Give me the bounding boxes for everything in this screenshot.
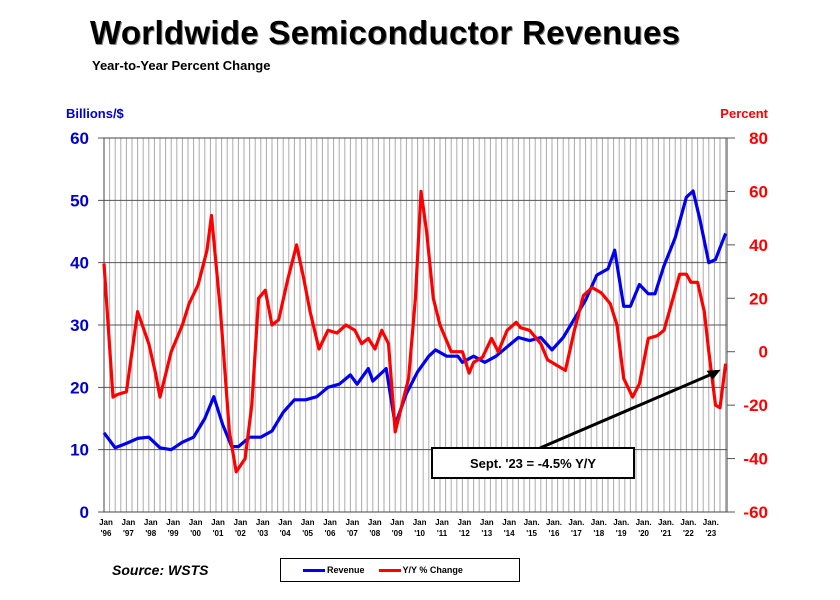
left-tick-label: 40 bbox=[70, 254, 89, 273]
right-tick-label: 80 bbox=[749, 129, 768, 148]
x-tick-label-month: Jan bbox=[122, 518, 136, 527]
left-tick-label: 20 bbox=[70, 378, 89, 397]
x-tick-label-month: Jan bbox=[480, 518, 494, 527]
annotation-arrow bbox=[539, 372, 714, 450]
x-tick-label-year: '08 bbox=[369, 529, 380, 538]
annotation-box bbox=[431, 447, 635, 479]
x-tick-label-month: Jan bbox=[99, 518, 113, 527]
x-tick-label-month: Jan bbox=[435, 518, 449, 527]
legend: Revenue Y/Y % Change bbox=[280, 558, 520, 582]
x-tick-label-year: '22 bbox=[683, 529, 694, 538]
x-tick-label-month: Jan. bbox=[680, 518, 696, 527]
x-tick-label-year: '18 bbox=[593, 529, 604, 538]
x-tick-label-year: '12 bbox=[459, 529, 470, 538]
right-tick-label: -60 bbox=[743, 503, 768, 522]
x-tick-label-month: Jan bbox=[368, 518, 382, 527]
right-axis-label: Percent bbox=[720, 106, 768, 121]
x-tick-label-year: '23 bbox=[705, 529, 716, 538]
x-tick-label-year: '05 bbox=[302, 529, 313, 538]
x-tick-label-year: '17 bbox=[571, 529, 582, 538]
x-tick-label-month: Jan bbox=[301, 518, 315, 527]
x-tick-label-year: '15 bbox=[526, 529, 537, 538]
yoy-change-line bbox=[102, 189, 728, 474]
x-tick-label-year: '13 bbox=[481, 529, 492, 538]
legend-label: Y/Y % Change bbox=[402, 565, 463, 575]
right-tick-label: 20 bbox=[749, 289, 768, 308]
left-tick-label: 50 bbox=[70, 191, 89, 210]
x-tick-label-month: Jan bbox=[166, 518, 180, 527]
x-tick-label-year: '06 bbox=[325, 529, 336, 538]
x-tick-label-month: Jan bbox=[234, 518, 248, 527]
x-tick-label-month: Jan. bbox=[524, 518, 540, 527]
x-tick-label-month: Jan bbox=[413, 518, 427, 527]
x-tick-label-year: '21 bbox=[661, 529, 672, 538]
x-tick-label-month: Jan bbox=[189, 518, 203, 527]
x-tick-label-year: '97 bbox=[123, 529, 134, 538]
revenue-line bbox=[102, 189, 728, 452]
x-tick-label-year: '04 bbox=[280, 529, 291, 538]
left-axis-label: Billions/$ bbox=[66, 106, 125, 121]
x-tick-label-year: '07 bbox=[347, 529, 358, 538]
x-tick-label-year: '20 bbox=[638, 529, 649, 538]
legend-item-yoy: Y/Y % Change bbox=[378, 565, 463, 575]
legend-swatch bbox=[378, 568, 401, 572]
legend-swatch bbox=[303, 568, 325, 572]
x-tick-label-month: Jan. bbox=[591, 518, 607, 527]
x-tick-label-year: '19 bbox=[616, 529, 627, 538]
x-tick-label-year: '14 bbox=[504, 529, 515, 538]
right-tick-label: 60 bbox=[749, 182, 768, 201]
chart-subtitle: Year-to-Year Percent Change bbox=[92, 58, 271, 73]
x-tick-label-month: Jan. bbox=[613, 518, 629, 527]
x-tick-label-month: Jan bbox=[323, 518, 337, 527]
x-tick-label-month: Jan bbox=[346, 518, 360, 527]
x-tick-label-month: Jan. bbox=[658, 518, 674, 527]
x-tick-label-year: '16 bbox=[549, 529, 560, 538]
left-tick-label: 60 bbox=[70, 129, 89, 148]
x-tick-label-year: '10 bbox=[414, 529, 425, 538]
x-tick-label-month: Jan bbox=[211, 518, 225, 527]
x-tick-label-month: Jan. bbox=[703, 518, 719, 527]
x-tick-label-year: '11 bbox=[437, 529, 448, 538]
x-tick-label-month: Jan. bbox=[568, 518, 584, 527]
x-tick-label-month: Jan. bbox=[636, 518, 652, 527]
right-tick-label: -40 bbox=[743, 450, 768, 469]
x-tick-label-year: '96 bbox=[101, 529, 112, 538]
x-tick-label-year: '09 bbox=[392, 529, 403, 538]
plot-border bbox=[103, 137, 728, 513]
x-tick-label-month: Jan bbox=[278, 518, 292, 527]
x-tick-label-year: '01 bbox=[213, 529, 224, 538]
x-tick-label-year: '02 bbox=[235, 529, 246, 538]
x-tick-label-month: Jan bbox=[502, 518, 516, 527]
legend-item-revenue: Revenue bbox=[303, 565, 365, 575]
x-tick-label-month: Jan bbox=[256, 518, 270, 527]
x-tick-label-year: '99 bbox=[168, 529, 179, 538]
x-tick-label-year: '98 bbox=[145, 529, 156, 538]
x-tick-label-month: Jan. bbox=[546, 518, 562, 527]
x-tick-label-month: Jan bbox=[390, 518, 404, 527]
annotation-text: Sept. '23 = -4.5% Y/Y bbox=[470, 456, 596, 471]
x-tick-label-month: Jan bbox=[458, 518, 472, 527]
right-tick-label: -20 bbox=[743, 396, 768, 415]
right-tick-label: 40 bbox=[749, 236, 768, 255]
left-tick-label: 10 bbox=[70, 441, 89, 460]
left-tick-label: 0 bbox=[80, 503, 89, 522]
legend-label: Revenue bbox=[327, 565, 365, 575]
left-tick-label: 30 bbox=[70, 316, 89, 335]
x-tick-label-year: '00 bbox=[190, 529, 201, 538]
x-tick-label-year: '03 bbox=[257, 529, 268, 538]
arrow-head-icon bbox=[706, 369, 721, 380]
x-tick-label-month: Jan bbox=[144, 518, 158, 527]
right-tick-label: 0 bbox=[759, 343, 768, 362]
source-note: Source: WSTS bbox=[112, 562, 209, 578]
chart-title: Worldwide Semiconductor Revenues bbox=[90, 14, 681, 51]
